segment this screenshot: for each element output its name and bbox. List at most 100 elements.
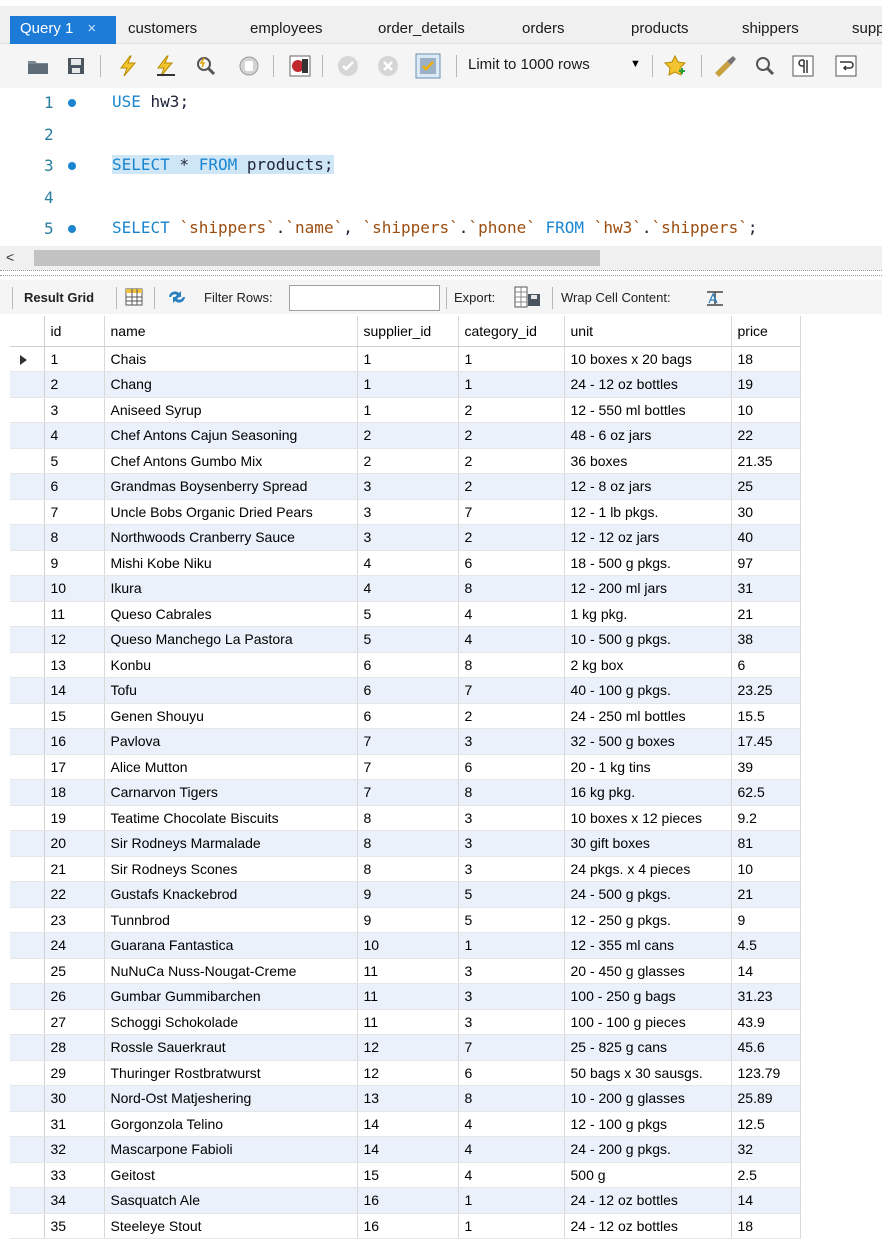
cell-name[interactable]: Thuringer Rostbratwurst [104, 1060, 358, 1086]
cell-unit[interactable]: 24 - 500 g pkgs. [564, 881, 732, 908]
cell-name[interactable]: Aniseed Syrup [104, 397, 358, 423]
cell-name[interactable]: Tunnbrod [104, 907, 358, 933]
table-row[interactable]: 34 Sasquatch Ale 16 1 24 - 12 oz bottles 14 [10, 1187, 801, 1214]
cell-category-id[interactable]: 2 [458, 703, 565, 729]
cell-id[interactable]: 23 [44, 907, 105, 933]
cell-category-id[interactable]: 6 [458, 754, 565, 780]
cell-id[interactable]: 21 [44, 856, 105, 882]
cell-unit[interactable]: 10 boxes x 20 bags [564, 346, 732, 372]
cell-unit[interactable]: 36 boxes [564, 448, 732, 474]
autocommit-toggle-icon[interactable] [415, 53, 441, 79]
table-row[interactable]: 19 Teatime Chocolate Biscuits 8 3 10 boxes x… [10, 805, 801, 831]
row-indicator[interactable] [10, 1111, 45, 1137]
table-row[interactable]: 13 Konbu 6 8 2 kg box 6 [10, 652, 801, 678]
cell-name[interactable]: Genen Shouyu [104, 703, 358, 729]
row-indicator[interactable] [10, 881, 45, 908]
cell-category-id[interactable]: 6 [458, 1060, 565, 1086]
scrollbar-thumb[interactable] [34, 250, 600, 266]
cell-supplier-id[interactable]: 14 [357, 1136, 459, 1163]
cell-unit[interactable]: 40 - 100 g pkgs. [564, 677, 732, 704]
cell-supplier-id[interactable]: 9 [357, 881, 459, 908]
cell-supplier-id[interactable]: 10 [357, 932, 459, 959]
row-indicator[interactable] [10, 473, 45, 500]
table-row[interactable]: 6 Grandmas Boysenberry Spread 3 2 12 - 8 oz … [10, 473, 801, 500]
tab-suppliers[interactable]: supp [852, 20, 882, 37]
table-row[interactable]: 1 Chais 1 1 10 boxes x 20 bags 18 [10, 346, 801, 372]
table-row[interactable]: 32 Mascarpone Fabioli 14 4 24 - 200 g pkgs. 3… [10, 1136, 801, 1163]
row-indicator[interactable] [10, 1060, 45, 1086]
row-indicator[interactable] [10, 830, 45, 857]
cell-supplier-id[interactable]: 1 [357, 346, 459, 372]
column-header-unit[interactable]: unit [564, 316, 732, 347]
cell-category-id[interactable]: 7 [458, 677, 565, 704]
cell-supplier-id[interactable]: 11 [357, 1009, 459, 1035]
word-wrap-icon[interactable] [833, 53, 859, 79]
cell-price[interactable]: 38 [731, 626, 801, 653]
tab-query-1[interactable]: Query 1 × [10, 16, 116, 46]
cell-id[interactable]: 27 [44, 1009, 105, 1035]
row-indicator[interactable] [10, 575, 45, 602]
cell-id[interactable]: 4 [44, 422, 105, 449]
cell-unit[interactable]: 20 - 1 kg tins [564, 754, 732, 780]
cell-price[interactable]: 31.23 [731, 983, 801, 1010]
cell-price[interactable]: 22 [731, 422, 801, 449]
cell-price[interactable]: 17.45 [731, 728, 801, 755]
cell-name[interactable]: Mascarpone Fabioli [104, 1136, 358, 1163]
cell-category-id[interactable]: 8 [458, 1085, 565, 1112]
cell-category-id[interactable]: 1 [458, 1187, 565, 1214]
tab-order-details[interactable]: order_details [378, 20, 465, 37]
row-indicator[interactable] [10, 677, 45, 704]
cell-unit[interactable]: 12 - 100 g pkgs [564, 1111, 732, 1137]
table-row[interactable]: 29 Thuringer Rostbratwurst 12 6 50 bags x 30… [10, 1060, 801, 1086]
cell-supplier-id[interactable]: 4 [357, 575, 459, 602]
cell-category-id[interactable]: 3 [458, 1009, 565, 1035]
cell-price[interactable]: 31 [731, 575, 801, 602]
cell-unit[interactable]: 100 - 100 g pieces [564, 1009, 732, 1035]
row-indicator[interactable] [10, 1187, 45, 1214]
table-row[interactable]: 22 Gustafs Knackebrod 9 5 24 - 500 g pkgs. 21 [10, 881, 801, 908]
cell-supplier-id[interactable]: 15 [357, 1162, 459, 1188]
cell-supplier-id[interactable]: 11 [357, 958, 459, 984]
cell-price[interactable]: 81 [731, 830, 801, 857]
cell-price[interactable]: 12.5 [731, 1111, 801, 1137]
cell-category-id[interactable]: 4 [458, 1136, 565, 1163]
cell-name[interactable]: Pavlova [104, 728, 358, 755]
row-indicator[interactable] [10, 728, 45, 755]
cell-id[interactable]: 24 [44, 932, 105, 959]
row-indicator[interactable] [10, 958, 45, 984]
table-row[interactable]: 31 Gorgonzola Telino 14 4 12 - 100 g pkgs 12.… [10, 1111, 801, 1137]
table-row[interactable]: 20 Sir Rodneys Marmalade 8 3 30 gift boxes 81 [10, 830, 801, 857]
cell-price[interactable]: 40 [731, 524, 801, 551]
cell-supplier-id[interactable]: 3 [357, 524, 459, 551]
cell-category-id[interactable]: 1 [458, 932, 565, 959]
cell-price[interactable]: 25 [731, 473, 801, 500]
cell-id[interactable]: 18 [44, 779, 105, 806]
cell-category-id[interactable]: 8 [458, 652, 565, 678]
execute-current-icon[interactable] [153, 53, 179, 79]
cell-id[interactable]: 15 [44, 703, 105, 729]
cell-price[interactable]: 18 [731, 1213, 801, 1239]
cell-unit[interactable]: 12 - 200 ml jars [564, 575, 732, 602]
cell-supplier-id[interactable]: 8 [357, 856, 459, 882]
row-indicator[interactable] [10, 1085, 45, 1112]
cell-unit[interactable]: 12 - 12 oz jars [564, 524, 732, 551]
cell-supplier-id[interactable]: 6 [357, 652, 459, 678]
cell-category-id[interactable]: 1 [458, 346, 565, 372]
cell-id[interactable]: 33 [44, 1162, 105, 1188]
cell-price[interactable]: 15.5 [731, 703, 801, 729]
table-row[interactable]: 24 Guarana Fantastica 10 1 12 - 355 ml cans 4… [10, 932, 801, 959]
cell-unit[interactable]: 100 - 250 g bags [564, 983, 732, 1010]
column-header-supplier-id[interactable]: supplier_id [357, 316, 459, 347]
scroll-left-icon[interactable]: < [6, 249, 15, 265]
cell-id[interactable]: 5 [44, 448, 105, 474]
row-indicator[interactable] [10, 1162, 45, 1188]
cell-category-id[interactable]: 2 [458, 473, 565, 500]
cell-category-id[interactable]: 5 [458, 881, 565, 908]
cell-category-id[interactable]: 3 [458, 728, 565, 755]
row-indicator[interactable] [10, 703, 45, 729]
result-grid[interactable]: id name supplier_id category_id unit pri… [10, 316, 801, 1239]
table-row[interactable]: 35 Steeleye Stout 16 1 24 - 12 oz bottles 18 [10, 1213, 801, 1239]
cell-unit[interactable]: 2 kg box [564, 652, 732, 678]
cell-name[interactable]: Nord-Ost Matjeshering [104, 1085, 358, 1112]
cell-category-id[interactable]: 4 [458, 626, 565, 653]
